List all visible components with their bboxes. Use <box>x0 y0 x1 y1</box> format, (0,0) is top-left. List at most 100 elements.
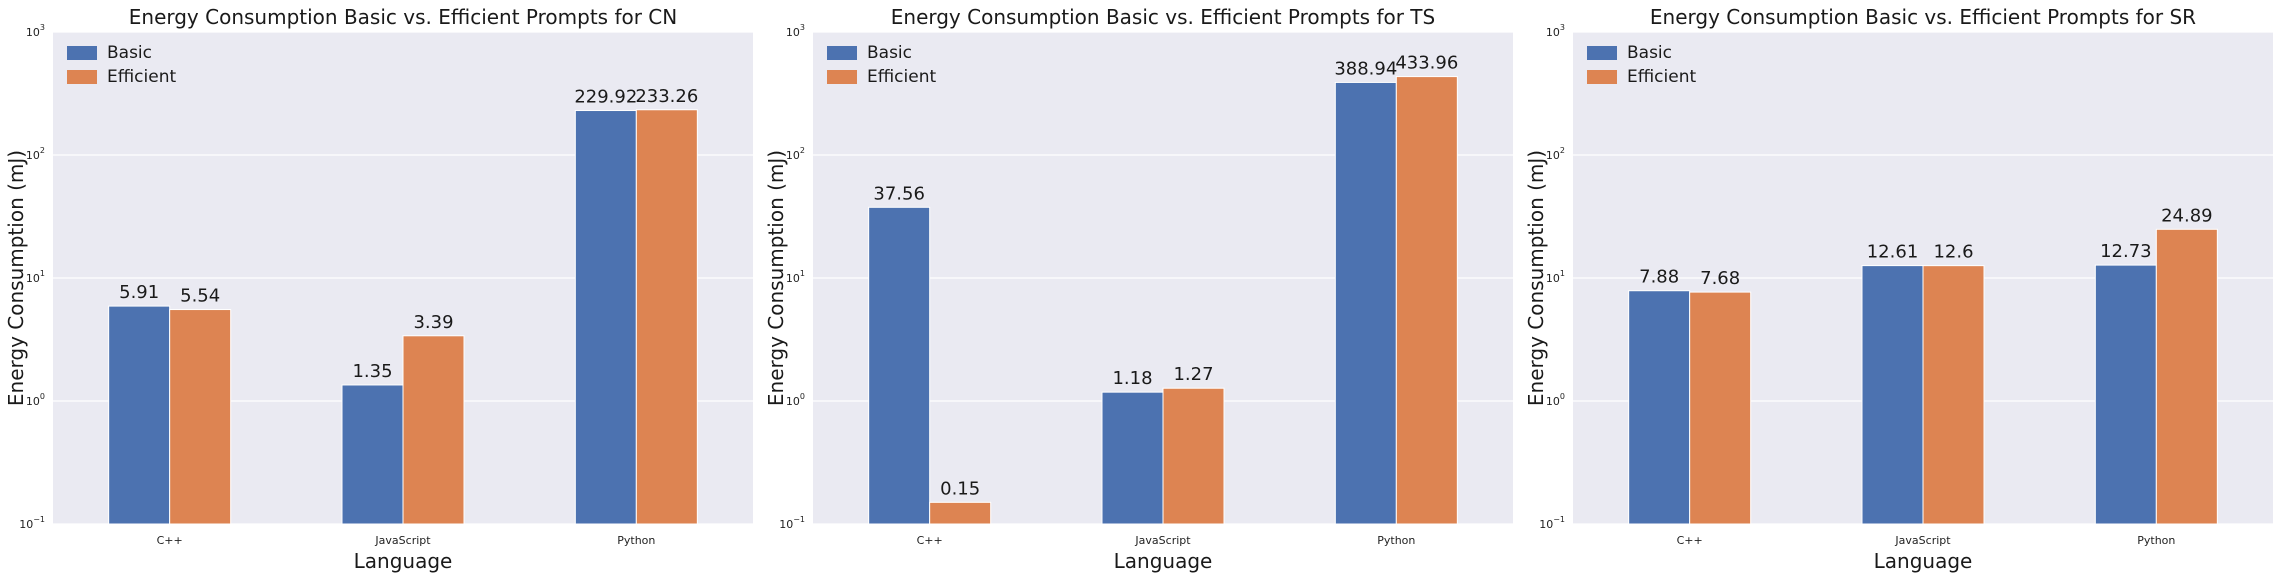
y-tick-label: 10−1 <box>779 515 805 531</box>
bar-efficient-cpp <box>1689 291 1752 525</box>
legend: Basic Efficient <box>1578 38 1723 94</box>
y-tick-exponent: 2 <box>40 146 45 155</box>
y-tick-exponent: 3 <box>800 23 805 32</box>
y-tick-exponent: 2 <box>800 146 805 155</box>
data-label: 0.15 <box>940 478 980 499</box>
bar-basic-python <box>2094 264 2157 525</box>
y-tick-mantissa: 10 <box>26 149 40 162</box>
data-label: 5.54 <box>180 286 220 307</box>
data-label: 3.39 <box>413 312 453 333</box>
x-tick-label: Python <box>617 534 655 547</box>
legend-label: Efficient <box>1627 67 1696 87</box>
y-tick-label: 100 <box>786 392 805 408</box>
chart-title: Energy Consumption Basic vs. Efficient P… <box>891 5 1435 29</box>
data-label: 1.35 <box>352 361 392 382</box>
bar-efficient-python <box>635 109 698 525</box>
legend-swatch-basic <box>1587 46 1617 60</box>
y-tick-exponent: 1 <box>40 269 45 278</box>
chart-panel-2: 37.56 0.15 C++ 1.18 1.27 JavaScript 388.94433.… <box>764 5 1513 573</box>
data-label: 7.88 <box>1639 267 1679 288</box>
data-label: 433.96 <box>1395 53 1458 74</box>
legend: Basic Efficient <box>818 38 963 94</box>
y-tick-exponent: 3 <box>40 23 45 32</box>
y-tick-label: 103 <box>1546 23 1565 39</box>
legend-label: Basic <box>1627 43 1672 63</box>
chart-panel-3: 7.88 7.68 C++ 12.61 12.6 JavaScript 12.73 24.89… <box>1524 5 2273 573</box>
legend-swatch-efficient <box>1587 70 1617 84</box>
data-label: 12.6 <box>1933 242 1973 263</box>
y-axis-label: Energy Consumption (mJ) <box>1524 150 1548 406</box>
bar-efficient-javascript <box>402 335 465 525</box>
y-tick-label: 10−1 <box>1539 515 1565 531</box>
y-tick-mantissa: 10 <box>1546 26 1560 39</box>
bar-efficient-javascript <box>1922 265 1985 525</box>
y-tick-label: 102 <box>786 146 805 162</box>
x-tick-label: C++ <box>917 534 943 547</box>
y-tick-mantissa: 10 <box>26 26 40 39</box>
bar-efficient-python <box>1395 76 1458 525</box>
bar-efficient-python <box>2155 228 2218 525</box>
bar-basic-javascript <box>341 384 404 525</box>
chart-title: Energy Consumption Basic vs. Efficient P… <box>1650 5 2196 29</box>
bar-basic-cpp <box>108 305 171 525</box>
legend-label: Efficient <box>107 67 176 87</box>
y-tick-label: 102 <box>1546 146 1565 162</box>
x-tick-label: C++ <box>1677 534 1703 547</box>
x-axis-label: Language <box>354 549 453 573</box>
y-tick-mantissa: 10 <box>786 272 800 285</box>
y-tick-exponent: 0 <box>1560 392 1565 401</box>
x-tick-label: C++ <box>157 534 183 547</box>
data-label: 1.27 <box>1173 364 1213 385</box>
y-tick-mantissa: 10 <box>26 395 40 408</box>
legend-swatch-efficient <box>827 70 857 84</box>
bar-efficient-cpp <box>169 309 232 525</box>
y-tick-label: 100 <box>26 392 45 408</box>
y-tick-mantissa: 10 <box>1539 518 1553 531</box>
y-tick-label: 101 <box>786 269 805 285</box>
data-label: 5.91 <box>119 282 159 303</box>
y-tick-label: 101 <box>26 269 45 285</box>
legend-label: Basic <box>107 43 152 63</box>
x-tick-label: Python <box>1377 534 1415 547</box>
data-label: 233.26 <box>635 86 698 107</box>
y-tick-label: 101 <box>1546 269 1565 285</box>
legend: Basic Efficient <box>58 38 203 94</box>
y-tick-exponent: −1 <box>33 515 45 524</box>
y-tick-exponent: 2 <box>1560 146 1565 155</box>
y-tick-label: 102 <box>26 146 45 162</box>
x-tick-label: JavaScript <box>1894 534 1951 547</box>
y-tick-mantissa: 10 <box>786 395 800 408</box>
chart-title: Energy Consumption Basic vs. Efficient P… <box>129 5 678 29</box>
bar-efficient-javascript <box>1162 387 1225 525</box>
bar-basic-cpp <box>868 206 931 525</box>
data-label: 388.94 <box>1334 58 1397 79</box>
y-tick-mantissa: 10 <box>19 518 33 531</box>
bar-basic-javascript <box>1861 265 1924 525</box>
y-tick-mantissa: 10 <box>779 518 793 531</box>
legend-swatch-basic <box>67 46 97 60</box>
bar-basic-cpp <box>1628 290 1691 525</box>
x-axis-label: Language <box>1874 549 1973 573</box>
x-tick-label: JavaScript <box>1134 534 1191 547</box>
legend-label: Basic <box>867 43 912 63</box>
y-tick-exponent: 0 <box>40 392 45 401</box>
data-label: 7.68 <box>1700 268 1740 289</box>
y-tick-mantissa: 10 <box>26 272 40 285</box>
x-tick-label: JavaScript <box>374 534 431 547</box>
data-label: 229.92 <box>574 87 637 108</box>
y-tick-label: 103 <box>786 23 805 39</box>
y-tick-exponent: −1 <box>793 515 805 524</box>
x-tick-label: Python <box>2137 534 2175 547</box>
y-tick-mantissa: 10 <box>1546 395 1560 408</box>
y-tick-exponent: 0 <box>800 392 805 401</box>
chart-panel-1: 5.91 5.54 C++ 1.35 3.39 JavaScript 229.92233.2… <box>4 5 753 573</box>
y-tick-label: 100 <box>1546 392 1565 408</box>
y-tick-mantissa: 10 <box>1546 149 1560 162</box>
y-tick-mantissa: 10 <box>786 26 800 39</box>
bar-basic-javascript <box>1101 391 1164 525</box>
data-label: 12.61 <box>1867 242 1919 263</box>
data-label: 37.56 <box>873 183 925 204</box>
y-tick-exponent: 1 <box>800 269 805 278</box>
y-tick-exponent: 1 <box>1560 269 1565 278</box>
